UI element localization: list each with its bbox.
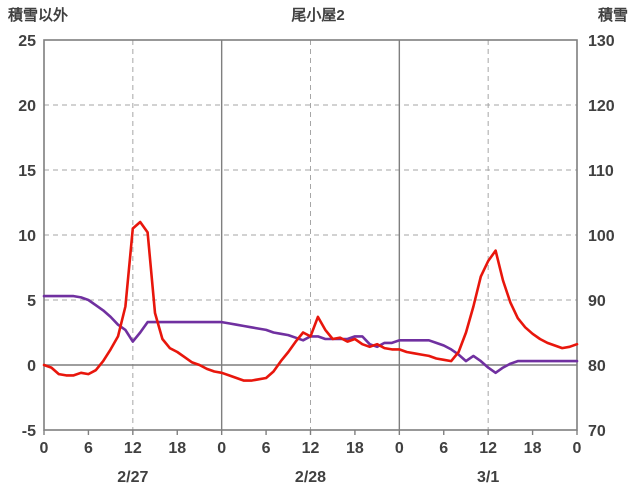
- x-axis-tick-label: 18: [168, 440, 186, 457]
- chart-title: 尾小屋2: [291, 7, 345, 24]
- right-axis-title: 積雪: [597, 7, 628, 24]
- x-axis-date-label: 2/28: [295, 469, 326, 486]
- x-axis-tick-label: 18: [346, 440, 364, 457]
- x-axis-date-label: 3/1: [477, 469, 499, 486]
- x-axis-tick-label: 0: [395, 440, 404, 457]
- right-axis-tick-label: 110: [588, 163, 614, 180]
- x-axis-tick-label: 6: [84, 440, 93, 457]
- left-axis-tick-label: 5: [27, 293, 36, 310]
- left-axis-title: 積雪以外: [8, 7, 69, 24]
- right-axis-tick-label: 130: [588, 33, 615, 50]
- left-axis-tick-label: 25: [18, 33, 36, 50]
- right-axis-tick-label: 90: [588, 293, 606, 310]
- x-axis-tick-label: 0: [573, 440, 582, 457]
- x-axis-tick-label: 12: [124, 440, 142, 457]
- right-axis-tick-label: 70: [588, 423, 606, 440]
- right-axis-tick-label: 100: [588, 228, 615, 245]
- right-axis-tick-label: 120: [588, 98, 615, 115]
- left-axis-tick-label: 10: [18, 228, 36, 245]
- x-axis-tick-label: 0: [217, 440, 226, 457]
- x-axis-date-label: 2/27: [117, 469, 148, 486]
- left-axis-tick-label: 0: [27, 358, 36, 375]
- right-axis-tick-label: 80: [588, 358, 606, 375]
- x-axis-tick-label: 12: [302, 440, 320, 457]
- left-axis-tick-label: 15: [18, 163, 36, 180]
- red-series-line: [42, 220, 579, 382]
- x-axis-tick-label: 0: [40, 440, 49, 457]
- left-axis-tick-label: -5: [22, 423, 36, 440]
- x-axis-tick-label: 6: [262, 440, 271, 457]
- x-axis-tick-label: 18: [524, 440, 542, 457]
- left-axis-tick-label: 20: [18, 98, 36, 115]
- x-axis-tick-label: 6: [439, 440, 448, 457]
- x-axis-tick-label: 12: [479, 440, 497, 457]
